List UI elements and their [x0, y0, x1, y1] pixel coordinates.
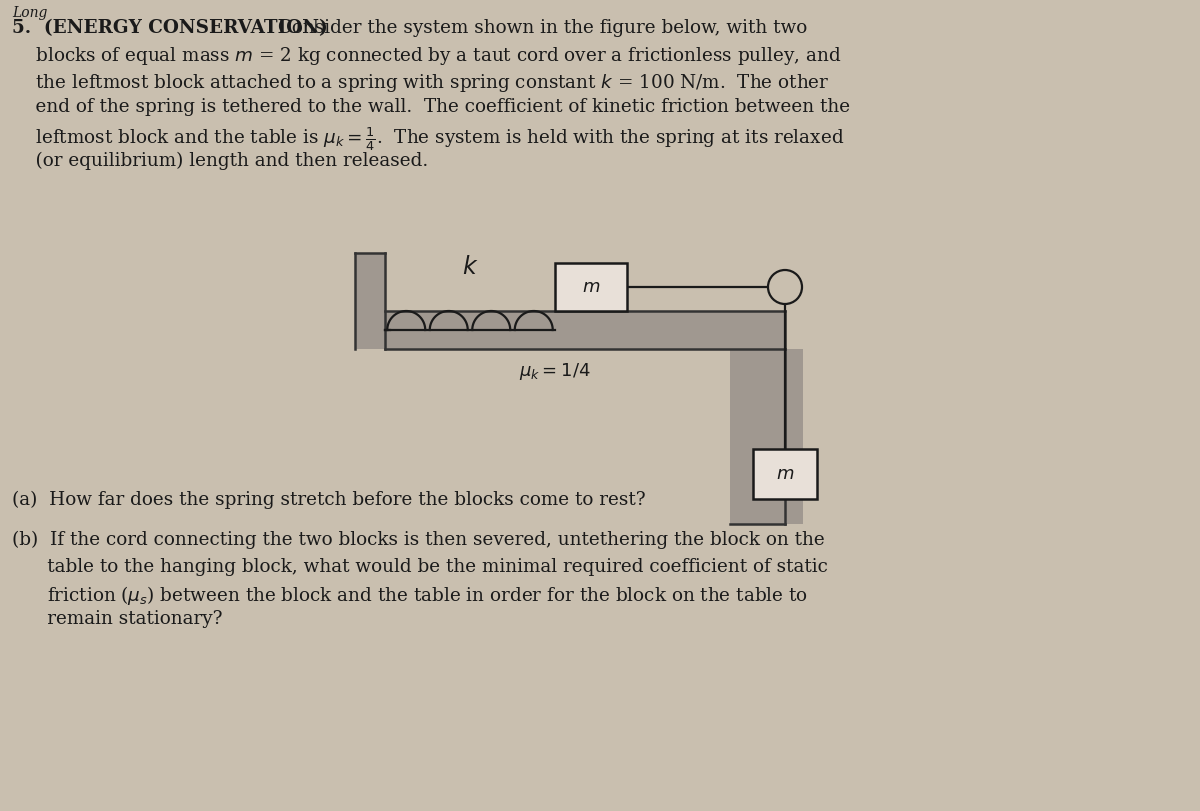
- Text: $m$: $m$: [776, 465, 794, 483]
- Text: $\mu_k=1/4$: $\mu_k=1/4$: [520, 361, 590, 382]
- Text: Long: Long: [12, 6, 47, 20]
- Circle shape: [768, 270, 802, 304]
- Text: friction ($\mu_s$) between the block and the table in order for the block on the: friction ($\mu_s$) between the block and…: [12, 584, 808, 607]
- Text: remain stationary?: remain stationary?: [12, 611, 222, 629]
- FancyBboxPatch shape: [554, 263, 628, 311]
- Text: leftmost block and the table is $\mu_k = \frac{1}{4}$.  The system is held with : leftmost block and the table is $\mu_k =…: [12, 125, 845, 153]
- Text: table to the hanging block, what would be the minimal required coefficient of st: table to the hanging block, what would b…: [12, 557, 828, 576]
- Text: (b)  If the cord connecting the two blocks is then severed, untethering the bloc: (b) If the cord connecting the two block…: [12, 531, 824, 549]
- FancyBboxPatch shape: [730, 349, 803, 524]
- Text: the leftmost block attached to a spring with spring constant $k$ = 100 N/m.  The: the leftmost block attached to a spring …: [12, 72, 829, 94]
- Text: $m$: $m$: [582, 278, 600, 296]
- Text: blocks of equal mass $m$ = 2 kg connected by a taut cord over a frictionless pul: blocks of equal mass $m$ = 2 kg connecte…: [12, 45, 841, 67]
- FancyBboxPatch shape: [355, 311, 785, 349]
- Text: (or equilibrium) length and then released.: (or equilibrium) length and then release…: [12, 152, 428, 169]
- Text: 5.  (ENERGY CONSERVATION): 5. (ENERGY CONSERVATION): [12, 19, 328, 37]
- FancyBboxPatch shape: [752, 449, 817, 499]
- Text: $k$: $k$: [462, 256, 479, 279]
- FancyBboxPatch shape: [355, 253, 385, 349]
- Text: (a)  How far does the spring stretch before the blocks come to rest?: (a) How far does the spring stretch befo…: [12, 491, 646, 509]
- Text: Consider the system shown in the figure below, with two: Consider the system shown in the figure …: [272, 19, 808, 37]
- Text: end of the spring is tethered to the wall.  The coefficient of kinetic friction : end of the spring is tethered to the wal…: [12, 98, 850, 117]
